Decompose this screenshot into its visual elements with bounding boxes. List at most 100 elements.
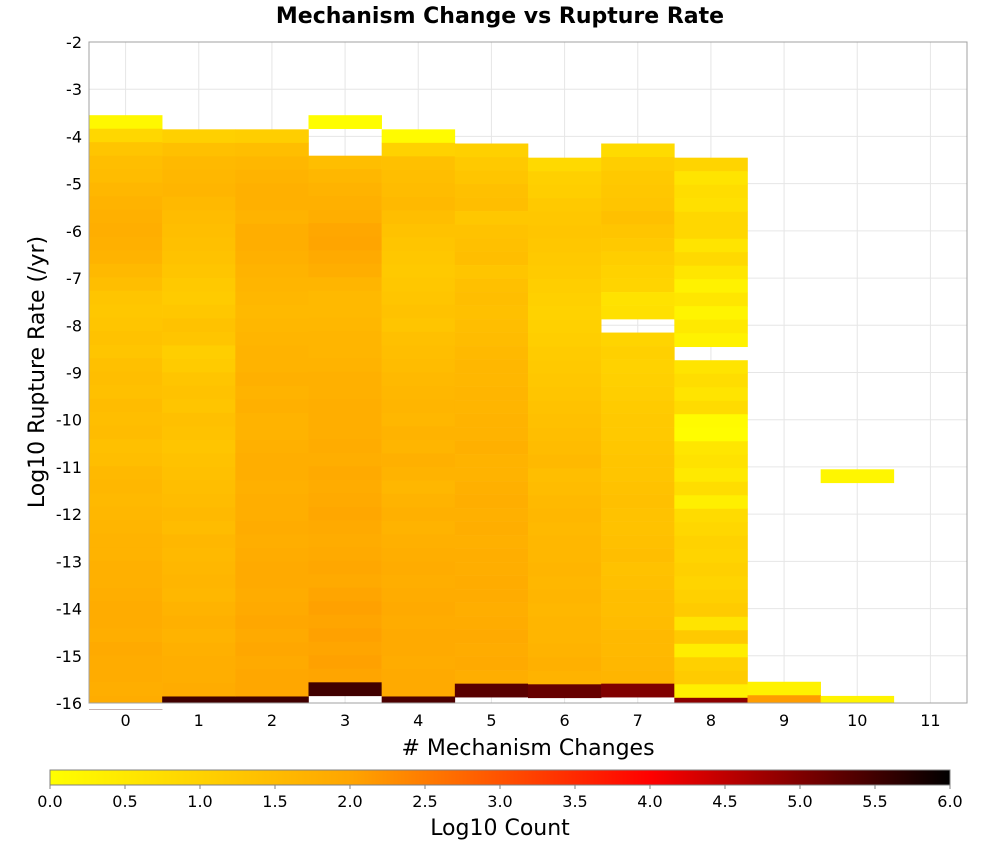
heatmap-cell (89, 439, 163, 454)
heatmap-cell (308, 520, 382, 535)
heatmap-cell (454, 575, 529, 590)
y-tick-label: -12 (56, 505, 82, 524)
heatmap-cell (674, 549, 748, 564)
colorbar-tick-label: 0.5 (112, 792, 137, 811)
heatmap-cell (235, 372, 309, 387)
heatmap-cell (235, 561, 309, 576)
heatmap-cell (381, 466, 456, 481)
heatmap-cell (162, 250, 236, 265)
heatmap-cell (528, 414, 602, 429)
heatmap-cell (308, 655, 382, 670)
heatmap-cell (235, 696, 309, 704)
heatmap-cell (162, 453, 236, 468)
heatmap-cell (162, 655, 236, 670)
heatmap-cell (601, 292, 675, 306)
heatmap-cell (454, 562, 529, 576)
heatmap-cell (308, 371, 382, 386)
heatmap-cell (381, 574, 456, 589)
heatmap-cell (308, 682, 382, 697)
heatmap-cell (528, 495, 602, 510)
colorbar-tick-label: 0.0 (37, 792, 62, 811)
heatmap-cell (235, 264, 309, 279)
heatmap-cell (381, 655, 456, 670)
heatmap-cell (162, 142, 236, 157)
heatmap-cell (308, 385, 382, 400)
heatmap-cell (235, 210, 309, 225)
heatmap-cell (601, 346, 675, 360)
y-axis-label: Log10 Rupture Rate (/yr) (25, 236, 50, 508)
heatmap-cell (235, 304, 309, 319)
heatmap-cell (381, 669, 456, 684)
heatmap-cell (747, 695, 821, 704)
heatmap-cell (89, 263, 163, 278)
heatmap-cell (601, 575, 675, 590)
heatmap-cell (454, 332, 529, 347)
heatmap-cell (89, 425, 163, 440)
heatmap-cell (601, 265, 675, 279)
heatmap-cell (454, 292, 529, 306)
heatmap-cell (235, 547, 309, 562)
heatmap-cell (89, 412, 163, 427)
heatmap-cell (162, 318, 236, 333)
heatmap-cell (89, 371, 163, 386)
heatmap-cell (528, 603, 602, 618)
heatmap-cell (162, 466, 236, 481)
heatmap-cell (89, 317, 163, 332)
heatmap-cell (89, 331, 163, 346)
x-axis-ticks: 0 1 2 3 4 5 6 7 8 9 10 11 (120, 711, 940, 730)
heatmap-cell (381, 345, 456, 360)
heatmap-cell (528, 157, 602, 172)
heatmap-cell (454, 683, 529, 698)
heatmap-cell (308, 452, 382, 467)
heatmap-cell (601, 238, 675, 252)
heatmap-cell (235, 628, 309, 643)
heatmap-cell (674, 562, 748, 577)
heatmap-cell (162, 574, 236, 589)
heatmap-cell (235, 439, 309, 454)
y-axis-ticks: -2 -3 -4 -5 -6 -7 -8 -9 -10 -11 -12 -13 -14 -15 -16 (56, 33, 82, 713)
heatmap-cell (674, 684, 748, 699)
y-tick-label: -2 (66, 33, 82, 52)
colorbar-tick-label: 1.5 (262, 792, 287, 811)
colorbar-tick-label: 5.0 (787, 792, 812, 811)
heatmap-cell (162, 237, 236, 252)
heatmap-cell (235, 318, 309, 333)
heatmap-cell (89, 614, 163, 629)
heatmap-cell (308, 641, 382, 656)
heatmap-cell (381, 318, 456, 333)
heatmap-cell (381, 385, 456, 400)
heatmap-cell (601, 359, 675, 374)
heatmap-cell (454, 413, 529, 428)
heatmap-cell (381, 493, 456, 508)
heatmap-cell (308, 587, 382, 602)
y-tick-label: -7 (66, 269, 82, 288)
heatmap-cell (162, 628, 236, 643)
heatmap-cell (89, 655, 163, 670)
heatmap-cell (381, 183, 456, 198)
heatmap-cell (235, 345, 309, 360)
heatmap-cell (308, 614, 382, 629)
heatmap-cell (162, 426, 236, 441)
heatmap-cell (528, 184, 602, 199)
heatmap-cell (454, 305, 529, 320)
heatmap-cell (235, 669, 309, 684)
heatmap-cell (381, 331, 456, 346)
heatmap-cell (89, 236, 163, 251)
x-tick-label: 2 (267, 711, 277, 730)
heatmap-cell (381, 642, 456, 657)
heatmap-cell (308, 250, 382, 265)
heatmap-cell (89, 115, 163, 129)
heatmap-cell (381, 426, 456, 441)
heatmap-cell (235, 183, 309, 198)
heatmap-cell (308, 344, 382, 359)
heatmap-cell (89, 601, 163, 616)
heatmap-cell (235, 655, 309, 670)
heatmap-cell (528, 387, 602, 402)
heatmap-cell (381, 601, 456, 616)
heatmap-cell (89, 533, 163, 548)
heatmap-cell (381, 561, 456, 576)
heatmap-cell (820, 695, 895, 704)
heatmap-cell (89, 479, 163, 494)
heatmap-cell (162, 615, 236, 630)
heatmap-cell (601, 670, 675, 684)
